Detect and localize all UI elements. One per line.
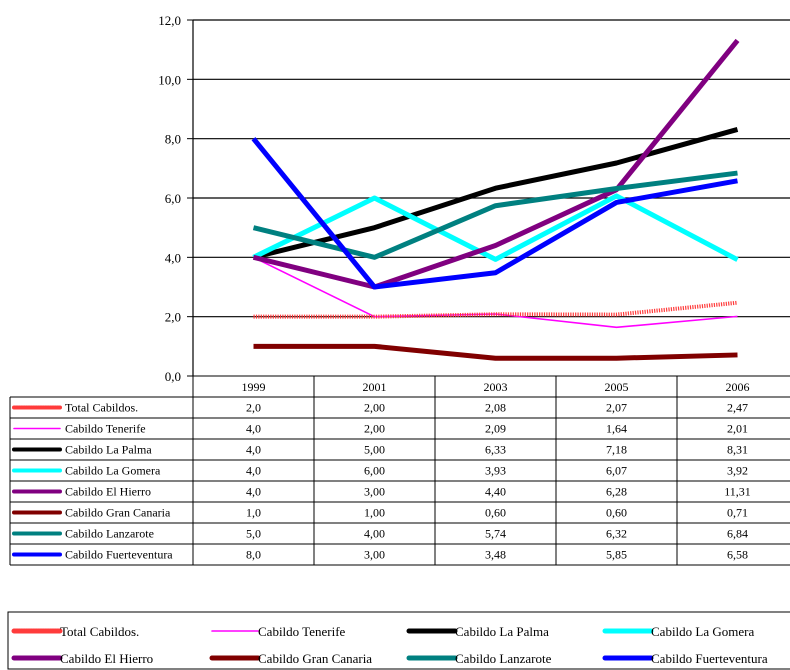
table-cell-value: 7,18 [606, 443, 627, 457]
x-tick-label: 2001 [363, 380, 387, 394]
series-line-7 [251, 137, 738, 290]
table-cell-value: 2,08 [485, 401, 506, 415]
table-series-name: Cabildo La Gomera [65, 464, 161, 478]
table-cell-value: 3,48 [485, 548, 506, 562]
table-cell-value: 2,0 [246, 401, 261, 415]
legend-label: Cabildo Tenerife [258, 624, 346, 639]
legend-label: Cabildo Gran Canaria [258, 651, 372, 666]
table-cell-value: 5,00 [364, 443, 385, 457]
legend-label: Cabildo Fuerteventura [651, 651, 768, 666]
x-tick-label: 2006 [726, 380, 750, 394]
y-tick-label: 6,0 [165, 191, 181, 206]
table-cell-value: 2,09 [485, 422, 506, 436]
table-cell-value: 0,71 [727, 506, 748, 520]
series-line-1 [253, 256, 738, 329]
table-series-name: Total Cabildos. [65, 401, 138, 415]
table-series-name: Cabildo Lanzarote [65, 527, 154, 541]
table-cell-value: 2,00 [364, 401, 385, 415]
y-tick-label: 4,0 [165, 250, 181, 265]
table-cell-value: 3,00 [364, 548, 385, 562]
table-cell-value: 6,28 [606, 485, 627, 499]
table-cell-value: 3,93 [485, 464, 506, 478]
series-line-5 [253, 343, 738, 361]
y-tick-label: 8,0 [165, 132, 181, 147]
x-tick-label: 2003 [484, 380, 508, 394]
table-cell-value: 1,0 [246, 506, 261, 520]
table-cell-value: 3,92 [727, 464, 748, 478]
legend-label: Cabildo Lanzarote [455, 651, 552, 666]
x-tick-label: 2005 [605, 380, 629, 394]
table-cell-value: 1,64 [606, 422, 627, 436]
legend-label: Total Cabildos. [60, 624, 139, 639]
series-line-4 [252, 38, 740, 290]
table-series-name: Cabildo El Hierro [65, 485, 151, 499]
series-line-3 [252, 193, 739, 262]
table-cell-value: 6,33 [485, 443, 506, 457]
table-cell-value: 4,00 [364, 527, 385, 541]
table-cell-value: 8,31 [727, 443, 748, 457]
table-cell-value: 2,47 [727, 401, 748, 415]
legend-label: Cabildo La Gomera [651, 624, 754, 639]
legend-label: Cabildo La Palma [455, 624, 549, 639]
table-cell-value: 0,60 [485, 506, 506, 520]
legend-label: Cabildo El Hierro [60, 651, 153, 666]
table-cell-value: 0,60 [606, 506, 627, 520]
table-cell-value: 2,00 [364, 422, 385, 436]
y-tick-label: 2,0 [165, 310, 181, 325]
table-series-name: Cabildo La Palma [65, 443, 152, 457]
table-cell-value: 4,0 [246, 485, 261, 499]
table-cell-value: 2,07 [606, 401, 627, 415]
table-cell-value: 8,0 [246, 548, 261, 562]
table-cell-value: 6,84 [727, 527, 748, 541]
table-series-name: Cabildo Tenerife [65, 422, 146, 436]
table-series-name: Cabildo Fuerteventura [65, 548, 173, 562]
table-cell-value: 6,07 [606, 464, 627, 478]
x-tick-label: 1999 [242, 380, 266, 394]
series-line-6 [252, 170, 738, 260]
y-tick-label: 10,0 [158, 72, 181, 87]
table-cell-value: 3,00 [364, 485, 385, 499]
table-cell-value: 1,00 [364, 506, 385, 520]
table-cell-value: 5,74 [485, 527, 506, 541]
table-cell-value: 5,0 [246, 527, 261, 541]
table-cell-value: 5,85 [606, 548, 627, 562]
y-tick-label: 12,0 [158, 13, 181, 28]
table-cell-value: 4,0 [246, 422, 261, 436]
legend [7, 611, 790, 670]
table-cell-value: 6,58 [727, 548, 748, 562]
y-tick-label: 0,0 [165, 369, 181, 384]
series-line-0 [253, 300, 738, 319]
table-cell-value: 4,0 [246, 464, 261, 478]
table-cell-value: 6,00 [364, 464, 385, 478]
table-series-name: Cabildo Gran Canaria [65, 506, 171, 520]
table-cell-value: 11,31 [724, 485, 751, 499]
table-cell-value: 2,01 [727, 422, 748, 436]
table-cell-value: 4,40 [485, 485, 506, 499]
table-cell-value: 4,0 [246, 443, 261, 457]
table-cell-value: 6,32 [606, 527, 627, 541]
